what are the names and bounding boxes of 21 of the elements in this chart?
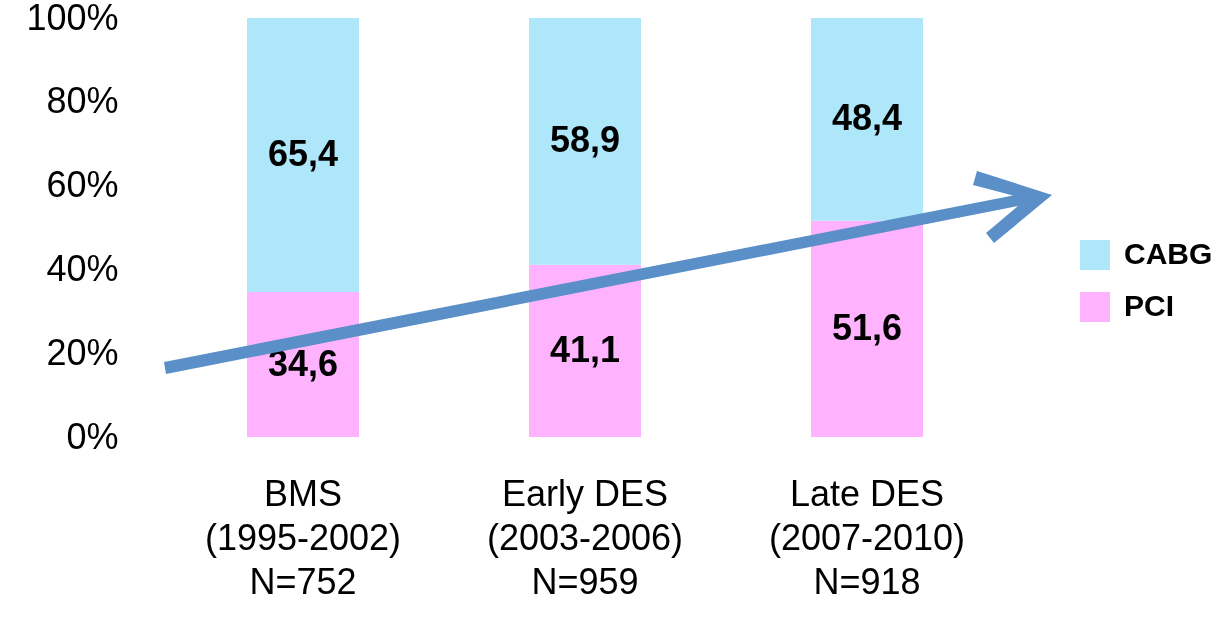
data-label: 48,4 xyxy=(831,97,903,139)
data-label: 65,4 xyxy=(267,133,339,175)
data-label: 51,6 xyxy=(831,306,903,348)
x-tick-label: Late DES (2007-2010) N=918 xyxy=(768,472,966,602)
data-label: 34,6 xyxy=(267,342,339,384)
y-tick-label: 0% xyxy=(66,415,119,457)
data-label: 58,9 xyxy=(549,119,621,161)
y-tick-label: 60% xyxy=(46,164,119,206)
x-tick-label: Early DES (2003-2006) N=959 xyxy=(486,472,684,602)
bar xyxy=(811,220,923,437)
bar xyxy=(811,18,923,221)
y-tick-label: 20% xyxy=(46,331,119,373)
y-tick-label: 80% xyxy=(46,80,119,122)
y-tick-label: 40% xyxy=(46,247,119,289)
bar xyxy=(247,18,359,293)
legend-label: CABG xyxy=(1124,237,1213,270)
y-tick-label: 100% xyxy=(26,0,119,38)
legend-label: PCI xyxy=(1124,289,1175,322)
data-label: 41,1 xyxy=(549,328,621,370)
x-tick-label: BMS (1995-2002) N=752 xyxy=(204,472,402,602)
bar xyxy=(529,18,641,265)
